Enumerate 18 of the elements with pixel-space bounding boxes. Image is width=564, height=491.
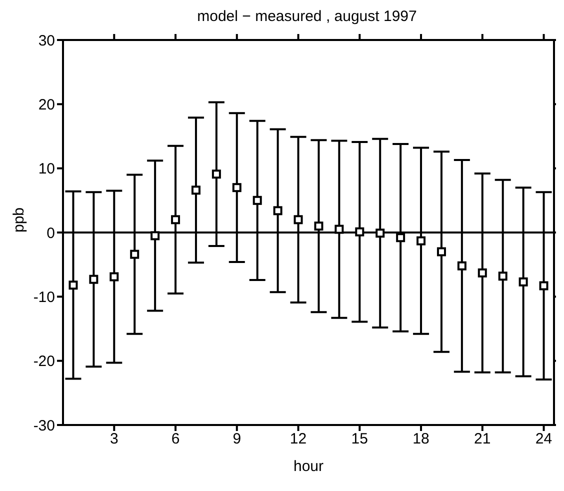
- y-tick-label: 10: [38, 160, 55, 178]
- x-tick-label: 18: [412, 430, 430, 448]
- x-tick-label: 24: [535, 430, 552, 448]
- x-tick-label: 21: [474, 430, 491, 448]
- x-tick-label: 3: [110, 430, 118, 448]
- x-tick-label: 6: [171, 430, 180, 448]
- y-tick-label: -30: [33, 417, 55, 434]
- x-tick-label: 9: [232, 430, 242, 448]
- y-tick-label: 20: [38, 96, 55, 114]
- x-tick-label: 15: [351, 430, 368, 448]
- y-axis-title: ppb: [10, 207, 28, 232]
- x-axis-title: hour: [293, 458, 324, 475]
- y-tick-label: -10: [33, 288, 55, 306]
- y-tick-label: 30: [38, 32, 55, 50]
- x-tick-label: 12: [290, 430, 307, 448]
- chart-title: model − measured , august 1997: [196, 8, 418, 27]
- y-tick-label: 0: [46, 224, 55, 242]
- y-tick-label: -20: [33, 353, 55, 370]
